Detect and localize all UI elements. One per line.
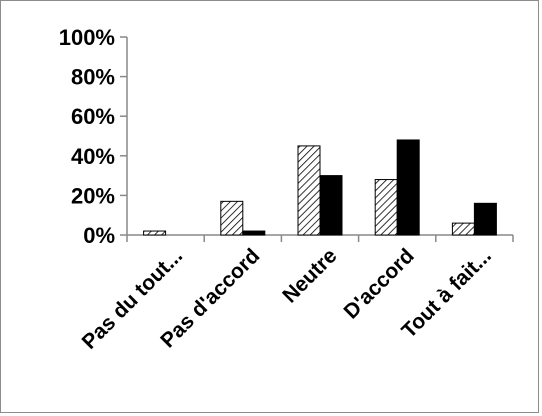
- bar-hatched: [143, 230, 167, 236]
- y-tick-labels: 0% 20% 40% 60% 80% 100%: [59, 25, 115, 248]
- bar-hatched: [220, 200, 244, 236]
- bar-solid-black: [396, 139, 420, 236]
- y-tick-label: 40%: [71, 144, 115, 169]
- bar-solid-black: [319, 175, 343, 236]
- x-tick-label: D'accord: [340, 244, 419, 323]
- x-tick-labels: Pas du tout...Pas d'accord NeutreD'accord…: [78, 244, 496, 353]
- x-tick-label: Neutre: [278, 244, 341, 307]
- bar-hatched: [451, 222, 475, 236]
- y-tick-label: 80%: [71, 65, 115, 90]
- y-tick-label: 0%: [83, 223, 115, 248]
- y-tick-label: 60%: [71, 104, 115, 129]
- bar-hatched: [374, 179, 398, 236]
- y-tick-label: 20%: [71, 183, 115, 208]
- bars: [143, 139, 497, 236]
- bar-solid-black: [473, 202, 497, 236]
- bar-solid-black: [242, 230, 266, 236]
- bar-hatched: [297, 145, 321, 236]
- y-tick-label: 100%: [59, 25, 115, 50]
